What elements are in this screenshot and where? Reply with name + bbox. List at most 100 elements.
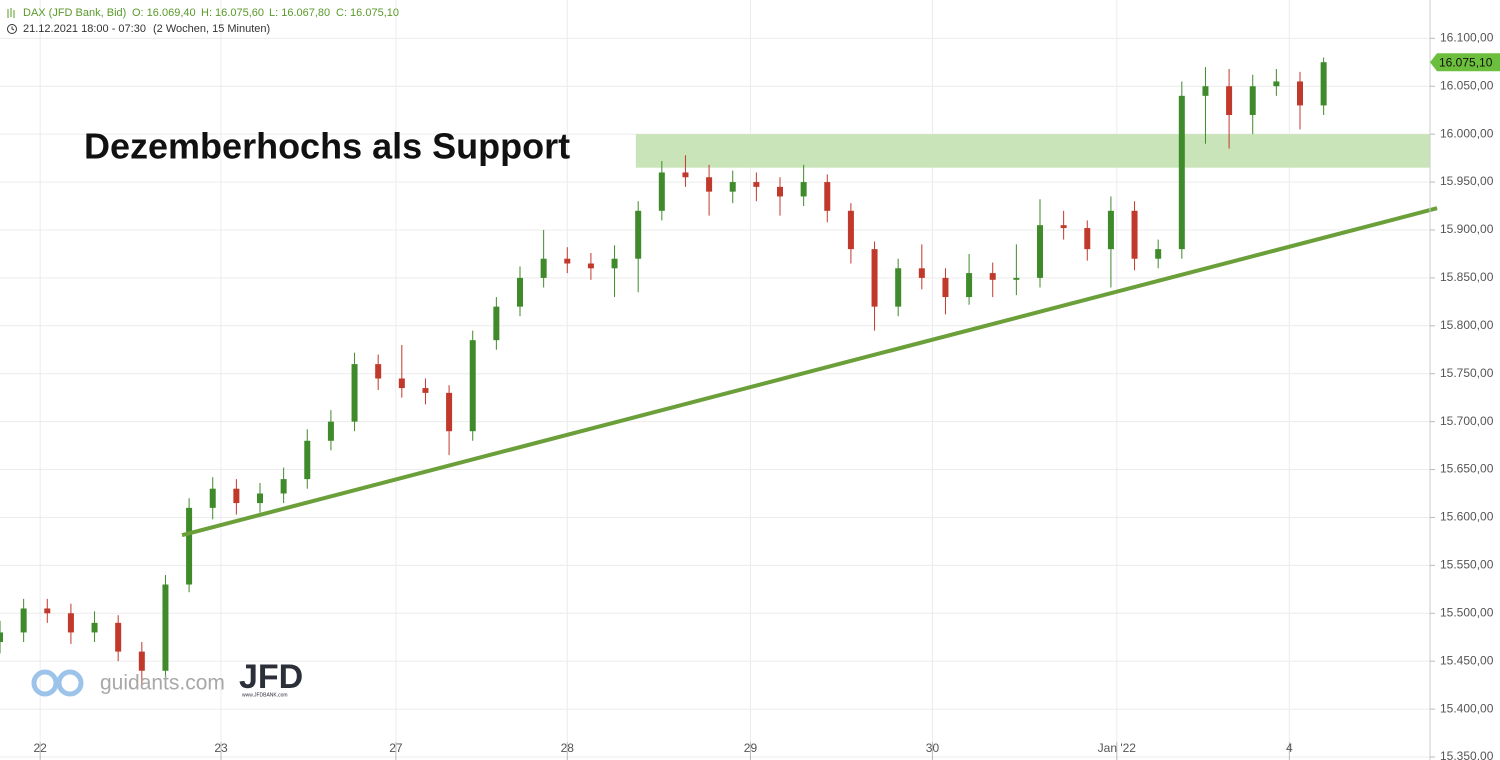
y-tick-label: 15.500,00	[1440, 605, 1494, 619]
y-tick-label: 15.600,00	[1440, 510, 1494, 524]
y-tick-label: 16.050,00	[1440, 78, 1494, 92]
x-tick-label: Jan '22	[1098, 741, 1137, 755]
candle-body	[871, 249, 878, 307]
candle-body	[729, 182, 736, 192]
candle-body	[493, 306, 500, 341]
candle-body	[824, 182, 831, 211]
candle-body	[351, 364, 358, 422]
candle-body	[91, 622, 98, 633]
candle-body	[587, 263, 594, 269]
candle-body	[446, 392, 453, 432]
logo-site: guidants.com	[100, 672, 225, 695]
candle-body	[67, 613, 74, 633]
candle-body	[186, 507, 193, 585]
annotation: Dezemberhochs als Support	[84, 126, 570, 167]
candle-body	[847, 210, 854, 250]
header-range: (2 Wochen, 15 Minuten)	[153, 23, 270, 35]
clock-icon	[7, 24, 17, 34]
candle-body	[517, 277, 523, 307]
candle-body	[1178, 95, 1185, 250]
candle-body	[1320, 62, 1327, 106]
candle-body	[469, 340, 476, 432]
guidants-logo-icon	[31, 669, 84, 697]
last-price-label: 16.075,10	[1439, 55, 1493, 69]
candle-body	[1202, 86, 1209, 96]
logo-brand: JFD	[239, 658, 303, 696]
support-zone	[635, 134, 1430, 168]
x-tick-label: 23	[214, 741, 228, 755]
candle-body	[895, 268, 902, 307]
grid	[0, 0, 1430, 758]
x-tick-label: 29	[744, 741, 758, 755]
candle-body	[44, 608, 51, 614]
x-tick-label: 22	[34, 741, 48, 755]
candle-body	[800, 182, 807, 197]
candle-body	[1273, 81, 1280, 87]
candle-body	[1084, 228, 1091, 250]
y-tick-label: 15.650,00	[1440, 462, 1494, 476]
zone-layer	[635, 134, 1430, 168]
x-tick-label: 4	[1286, 741, 1293, 755]
candle-body	[162, 584, 169, 671]
candle-body	[0, 632, 3, 643]
y-tick-label: 15.550,00	[1440, 558, 1494, 572]
last-price-tag	[1430, 53, 1500, 72]
candle-body	[1060, 225, 1067, 229]
candle-body	[115, 622, 122, 652]
candle-body	[658, 172, 665, 211]
candle-body	[942, 277, 949, 298]
header-icon	[7, 8, 15, 18]
candles	[0, 57, 1327, 686]
candle-body	[233, 488, 240, 504]
y-tick-label: 15.400,00	[1440, 701, 1494, 715]
candle-body	[1226, 86, 1233, 115]
logo-brand-url: www.JFDBANK.com	[242, 692, 288, 698]
y-tick-label: 15.450,00	[1440, 653, 1494, 667]
y-tick-label: 15.900,00	[1440, 222, 1494, 236]
candle-body	[422, 388, 429, 393]
header-period: 21.12.2021 18:00 - 07:30	[23, 23, 146, 35]
trendline	[181, 206, 1438, 538]
candle-body	[1297, 81, 1303, 106]
x-tick-label: 27	[389, 741, 403, 755]
x-tick-label: 30	[926, 741, 940, 755]
candle-body	[753, 182, 760, 187]
candle-body	[375, 364, 382, 379]
overlay	[181, 206, 1438, 538]
candle-body	[138, 651, 145, 671]
header-open: O: 16.069,40	[132, 7, 196, 19]
candle-body	[777, 186, 783, 197]
candle-body	[682, 172, 689, 178]
candle-body	[635, 210, 642, 259]
candle-body	[564, 258, 571, 264]
candle-body	[611, 258, 618, 269]
y-tick-label: 15.850,00	[1440, 270, 1494, 284]
candle-body	[1107, 210, 1114, 250]
y-tick-label: 15.750,00	[1440, 366, 1494, 380]
y-tick-label: 15.350,00	[1440, 749, 1494, 760]
candle-body	[209, 488, 216, 508]
candle-body	[989, 273, 996, 280]
candle-body	[540, 258, 547, 278]
candle-body	[327, 421, 334, 441]
candle-body	[1013, 277, 1020, 280]
candle-body	[966, 273, 973, 298]
candle-body	[1155, 249, 1162, 259]
header-symbol: DAX (JFD Bank, Bid)	[23, 7, 126, 19]
candle-body	[257, 493, 263, 504]
header-high: H: 16.075,60	[201, 7, 264, 19]
candle-body	[398, 378, 405, 389]
candle-body	[918, 268, 925, 278]
x-tick-label: 28	[561, 741, 575, 755]
candle-body	[706, 177, 713, 192]
candle-body	[1249, 86, 1256, 115]
y-tick-label: 16.000,00	[1440, 126, 1494, 140]
y-tick-label: 15.950,00	[1440, 174, 1494, 188]
candle-body	[280, 479, 287, 494]
y-tick-label: 15.800,00	[1440, 318, 1494, 332]
header-close: C: 16.075,10	[336, 7, 399, 19]
candle-body	[1037, 225, 1043, 278]
y-tick-label: 16.100,00	[1440, 31, 1494, 45]
